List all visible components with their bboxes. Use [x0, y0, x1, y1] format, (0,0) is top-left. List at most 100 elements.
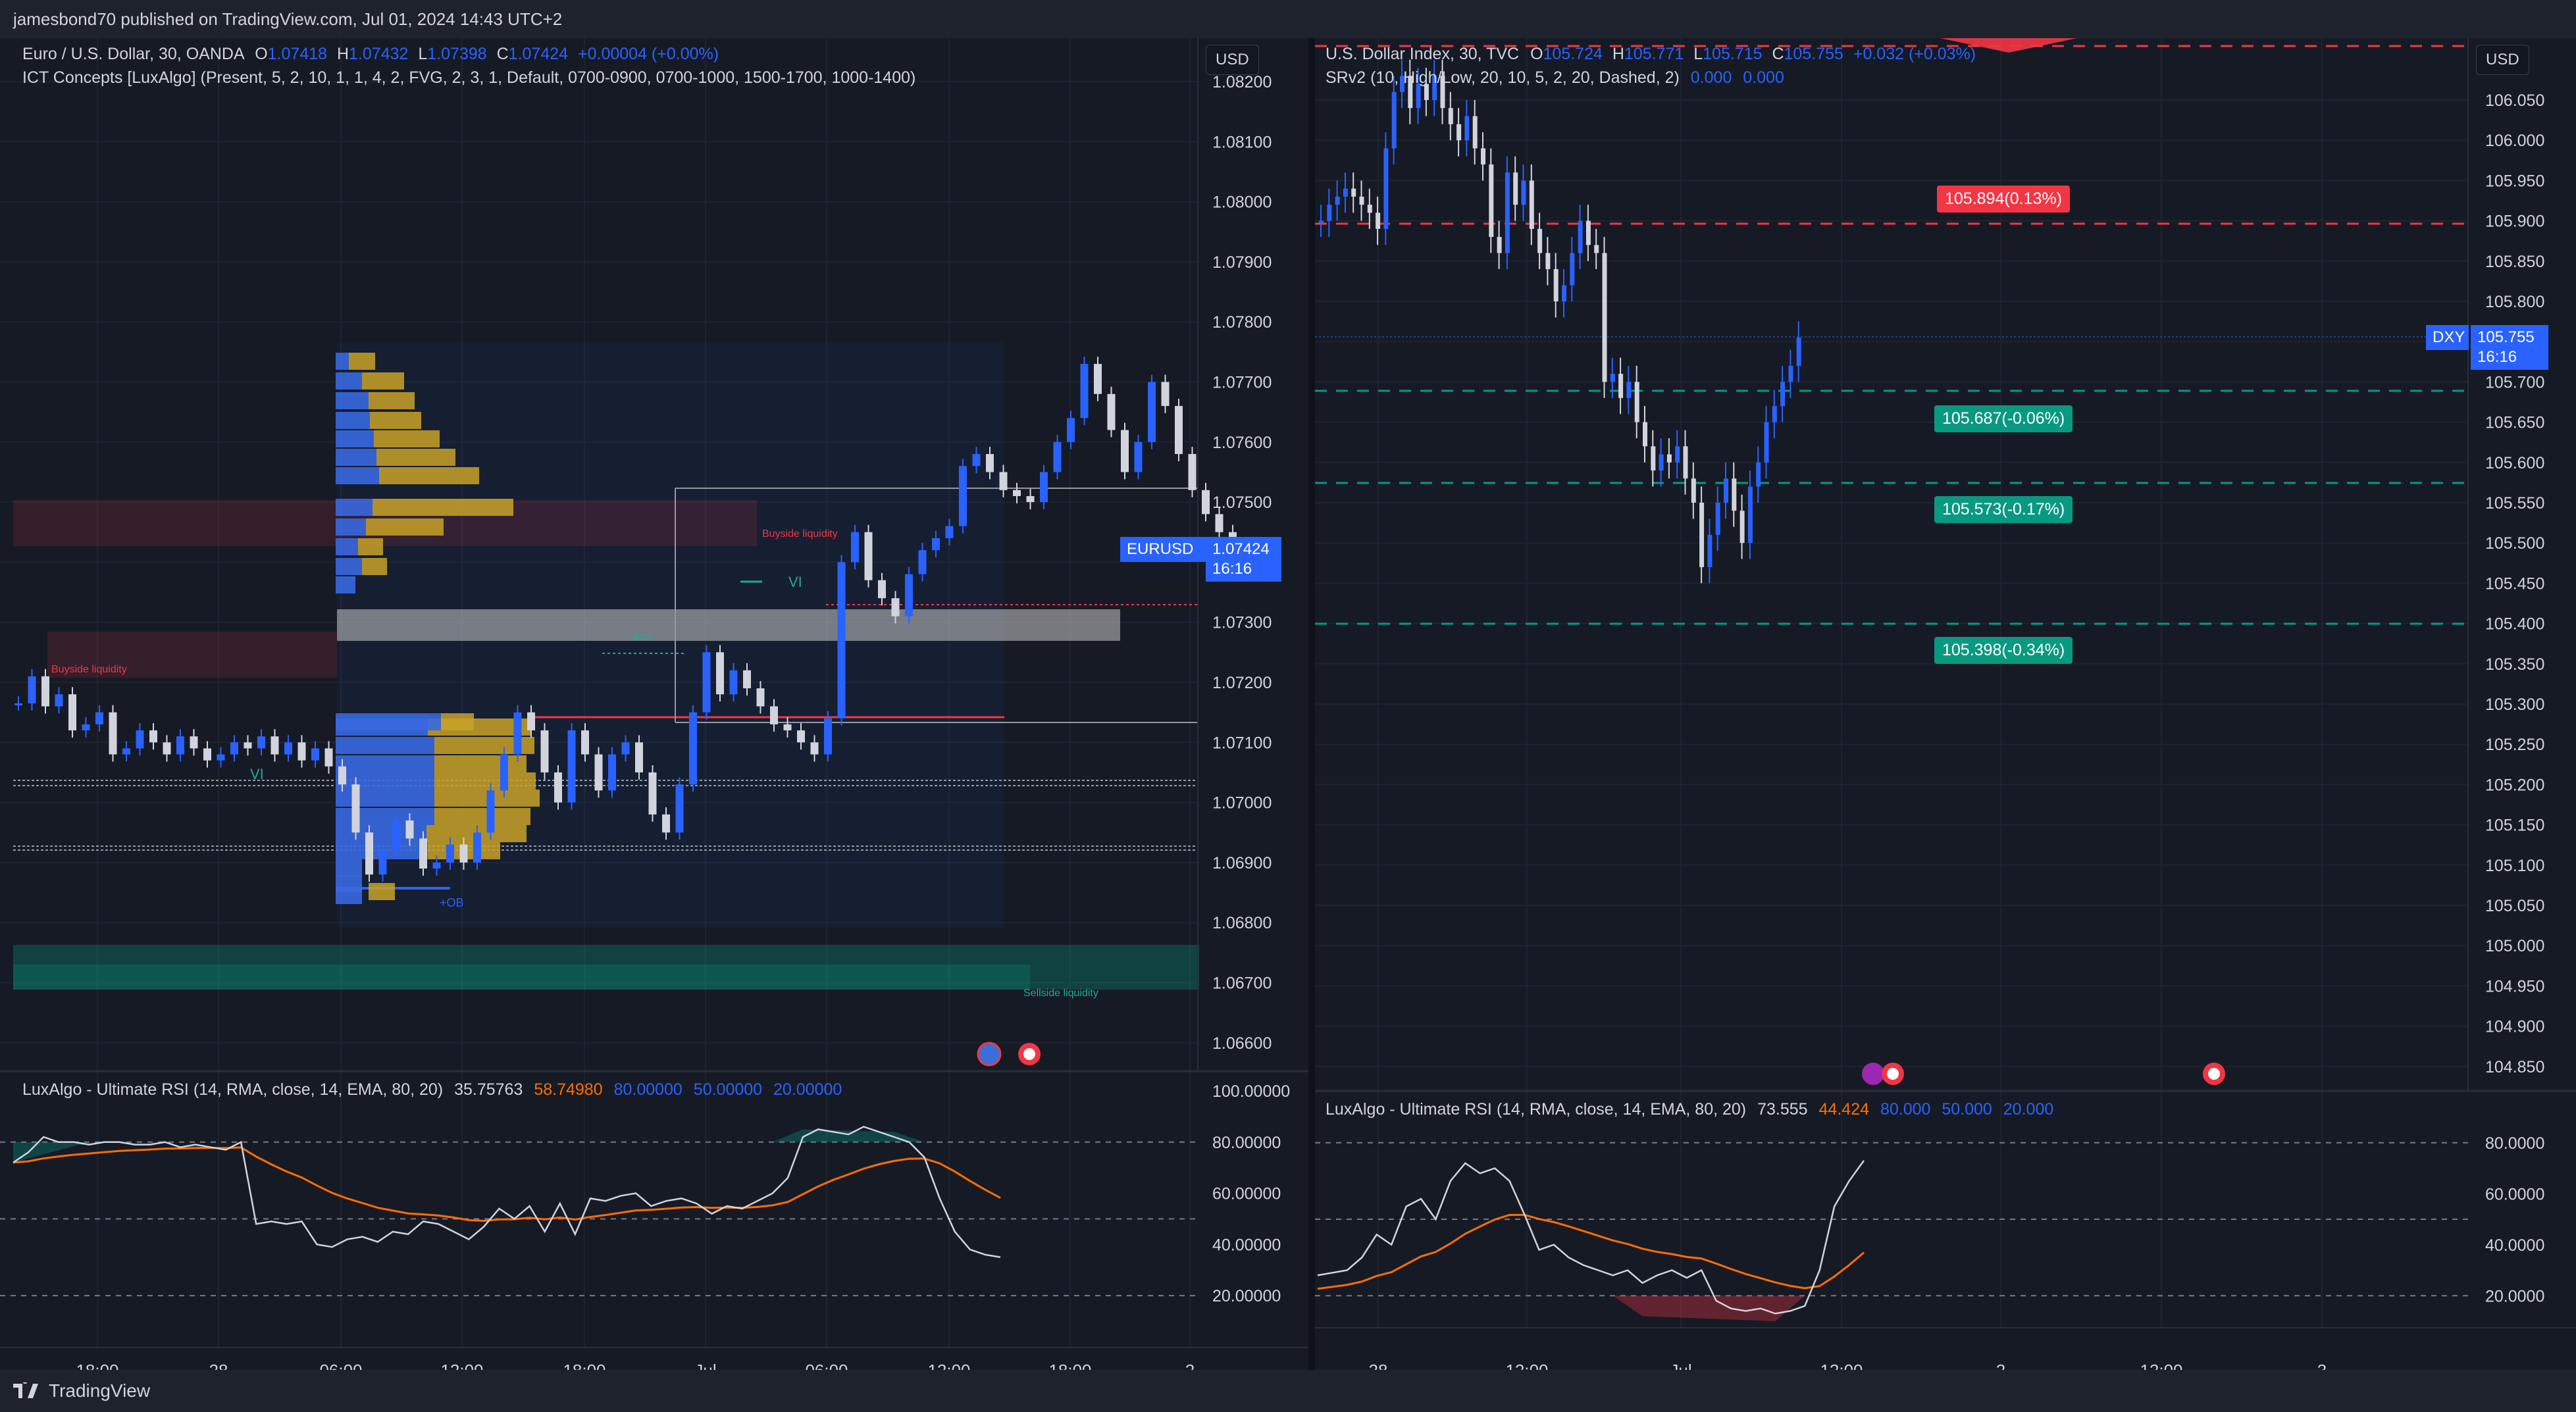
candle [608, 754, 616, 791]
sellside-label: Sellside liquidity [1023, 988, 1098, 999]
price-tick-label: 1.07200 [1212, 674, 1272, 692]
candle [999, 472, 1008, 490]
candle [1780, 382, 1786, 407]
event-icon-2 [1862, 1063, 1884, 1085]
tradingview-footer: TradingView [0, 1370, 2576, 1412]
candle [1747, 486, 1753, 543]
bos-label: BOS [633, 631, 653, 642]
publisher-bar: jamesbond70 published on TradingView.com… [0, 0, 2576, 38]
srv2-indicator-legend[interactable]: SRv2 (10, High/Low, 20, 10, 5, 2, 20, Da… [1326, 68, 1784, 87]
candle [581, 730, 589, 755]
candle [230, 742, 238, 755]
candle [1659, 454, 1664, 471]
volume-bar-buy [336, 808, 434, 825]
candle [972, 454, 981, 466]
currency-selector[interactable]: USD [2476, 45, 2529, 75]
candle [1788, 365, 1793, 382]
volume-bar-sell [349, 353, 375, 370]
rsi-signal-line [13, 1146, 1001, 1223]
candle [1148, 382, 1156, 442]
candle [1521, 180, 1526, 205]
price-tick-label: 105.700 [2485, 373, 2544, 391]
candle [419, 838, 427, 869]
dxy-symbol-tag: DXY [2426, 325, 2469, 350]
candle [1040, 472, 1048, 503]
candle [797, 730, 805, 743]
dxy-chart-canvas[interactable]: 106.050 106.000 105.950 105.900 105.850 105.8… [1315, 38, 2576, 1370]
symbol-title[interactable]: U.S. Dollar Index, 30, TVC [1326, 45, 1520, 63]
price-tick-label: 104.900 [2485, 1018, 2544, 1036]
candle [109, 712, 117, 755]
eurusd-chart-canvas[interactable]: Buyside liquidity Buyside liquidity Sell… [0, 38, 1308, 1370]
dxy-candles [1319, 59, 1801, 584]
panel-divider[interactable] [1308, 38, 1315, 1370]
price-tick-label: 105.950 [2485, 172, 2544, 190]
price-tick-label: 105.400 [2485, 615, 2544, 634]
candle [122, 748, 130, 755]
candle [1553, 269, 1558, 301]
candle [1618, 374, 1624, 398]
dxy-rsi-legend[interactable]: LuxAlgo - Ultimate RSI (14, RMA, close, … [1326, 1100, 2054, 1119]
candle [1121, 430, 1129, 472]
volume-bar-sell [376, 449, 455, 466]
symbol-title[interactable]: Euro / U.S. Dollar, 30, OANDA [22, 45, 244, 63]
dxy-chart-panel[interactable]: 106.050 106.000 105.950 105.900 105.850 105.8… [1315, 38, 2576, 1370]
candle [1764, 422, 1769, 463]
candle [1094, 364, 1102, 394]
candle [378, 850, 387, 875]
candle [351, 784, 360, 833]
candle [432, 862, 441, 869]
candle [297, 742, 306, 761]
price-tick-label: 1.06700 [1212, 974, 1272, 993]
rsi-tick-label: 100.00000 [1212, 1082, 1290, 1101]
volume-bar-sell [374, 430, 440, 447]
time-tick-label: 28 [1369, 1361, 1388, 1370]
eurusd-rsi-legend[interactable]: LuxAlgo - Ultimate RSI (14, RMA, close, … [22, 1080, 842, 1099]
candle [648, 772, 657, 815]
price-tick-label: 106.050 [2485, 91, 2544, 110]
candle [1562, 285, 1566, 301]
time-tick-label: Jul [1670, 1361, 1691, 1370]
time-tick-label: 12:00 [1505, 1361, 1548, 1370]
candle [1489, 164, 1494, 238]
rsi-tick-label: 20.0000 [2485, 1287, 2544, 1305]
candle [1343, 188, 1348, 197]
volume-bar-buy [336, 518, 366, 536]
time-tick-label: 06:00 [319, 1361, 362, 1370]
candle [554, 772, 562, 803]
candle [621, 742, 630, 755]
open-value: 1.07418 [267, 45, 328, 63]
price-tick-label: 105.350 [2485, 655, 2544, 674]
candle [905, 574, 913, 617]
candle [1202, 490, 1210, 515]
currency-selector[interactable]: USD [1206, 45, 1259, 75]
vi-label-2: VI [250, 766, 264, 782]
candle [959, 466, 967, 526]
candle [1675, 446, 1680, 463]
price-tick-label: 105.550 [2485, 494, 2544, 513]
time-tick-label: 2 [1996, 1361, 2005, 1370]
candle [1080, 364, 1089, 418]
price-tick-label: 1.06900 [1212, 854, 1272, 872]
candle [217, 754, 225, 761]
time-tick-label: 12:00 [2140, 1361, 2182, 1370]
price-tick-label: 106.000 [2485, 132, 2544, 150]
rsi-tick-label: 60.0000 [2485, 1185, 2544, 1203]
rsi-tick-label: 80.00000 [1212, 1134, 1281, 1152]
price-tick-label: 1.07700 [1212, 374, 1272, 392]
candle [459, 844, 468, 863]
volume-bar-buy [336, 449, 376, 466]
candle [68, 694, 76, 731]
eurusd-chart-panel[interactable]: Buyside liquidity Buyside liquidity Sell… [0, 38, 1308, 1370]
event-icon-1 [977, 1042, 1002, 1067]
support-level-label-3: 105.398(-0.34%) [1934, 637, 2073, 664]
candle [338, 766, 346, 785]
candle [1472, 116, 1478, 149]
sellside-zone-lower [13, 965, 1030, 990]
candle [1026, 495, 1035, 503]
ict-indicator-legend[interactable]: ICT Concepts [LuxAlgo] (Present, 5, 2, 1… [22, 68, 916, 87]
dxy-price-axis: 106.050 106.000 105.950 105.900 105.850 105.8… [2485, 91, 2544, 1076]
candle [1383, 148, 1389, 229]
candle [1408, 76, 1413, 109]
volume-bar-sell [434, 772, 536, 790]
